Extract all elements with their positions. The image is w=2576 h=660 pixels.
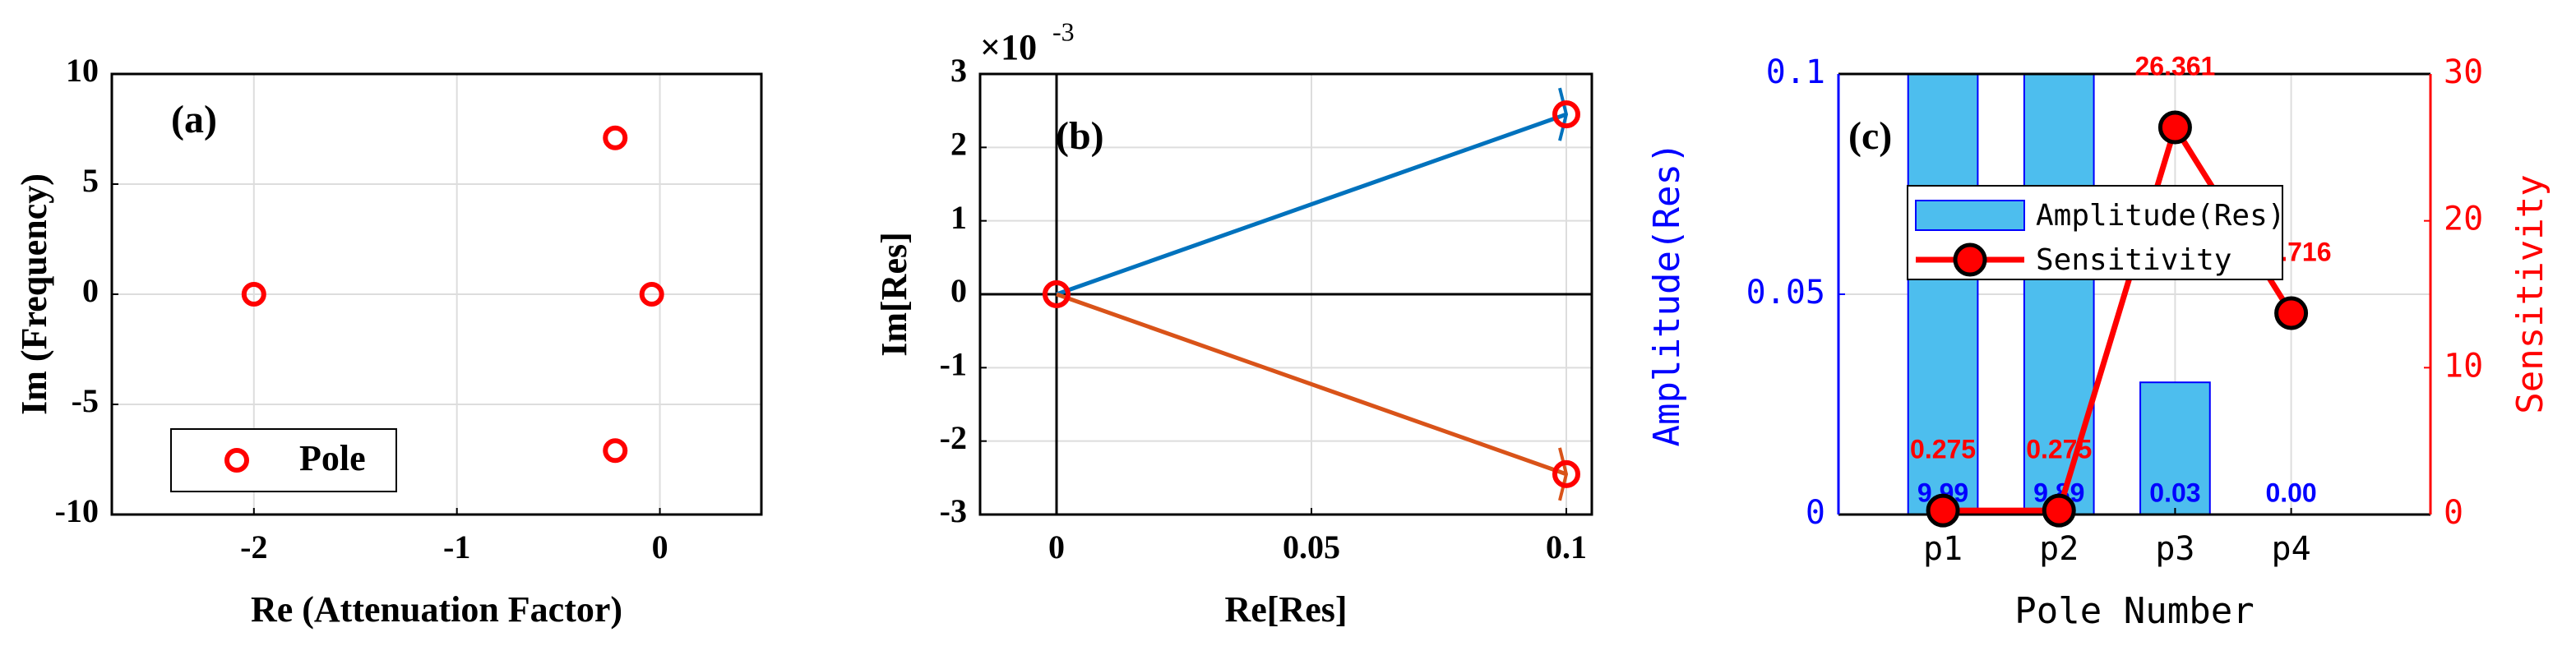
y-tick-label: 0 (950, 272, 967, 309)
y-tick-label: -1 (940, 346, 967, 383)
y-tick-label: 0.1 (1766, 53, 1825, 91)
x-axis-label: Re (Attenuation Factor) (251, 589, 622, 630)
y-tick-label: 20 (2444, 201, 2483, 238)
marker (2042, 493, 2076, 528)
marker (241, 282, 266, 307)
line-value-label: 26.361 (2134, 51, 2215, 81)
bar (1907, 74, 1979, 515)
y-tick-label: -10 (55, 492, 99, 529)
y-tick-label: 30 (2444, 53, 2483, 91)
legend-label: Pole (299, 438, 366, 478)
y-tick-label: 2 (950, 126, 967, 163)
axes-box (978, 72, 1593, 516)
marker (2157, 110, 2192, 145)
y-axis-label: Amplitude(Res) (1646, 142, 1688, 447)
x-tick-label: -2 (240, 528, 267, 565)
x-tick-label: -1 (443, 528, 470, 565)
panel-label: (c) (1848, 114, 1892, 158)
legend-marker (1953, 242, 1987, 277)
panel-label: (b) (1056, 114, 1104, 158)
y2-axis-label: Sensitivity (2509, 174, 2551, 413)
axes-box (110, 72, 763, 516)
y-tick-label: -3 (940, 492, 967, 529)
x-tick-label: 0.1 (1546, 528, 1587, 565)
y-scale-base: ×10 (980, 27, 1037, 67)
x-tick-label: p4 (2272, 530, 2311, 568)
x-tick-label: 0.05 (1283, 528, 1340, 565)
x-axis-label: Re[Res] (1224, 589, 1347, 630)
line-value-label: 0.275 (1910, 435, 1976, 464)
y-tick-label: 10 (2444, 347, 2483, 385)
y-tick-label: 0 (2444, 494, 2463, 532)
line-value-label: 0.275 (2026, 435, 2092, 464)
end-cap (1558, 87, 1569, 141)
y-scale-exponent: -3 (1052, 16, 1075, 46)
line (1056, 292, 1567, 477)
y-axis-label: Im[Res] (874, 232, 914, 357)
y-tick-label: 5 (82, 162, 99, 199)
line (1056, 112, 1567, 297)
legend-swatch (1915, 200, 2025, 231)
x-tick-label: p3 (2155, 530, 2194, 568)
marker (603, 125, 628, 150)
legend-marker (224, 448, 249, 473)
x-tick-label: 0 (1048, 528, 1065, 565)
legend-label: Sensitivity (2036, 243, 2231, 277)
legend-box (170, 428, 397, 492)
y-tick-label: 0 (82, 272, 99, 309)
marker (1552, 459, 1580, 488)
line (1943, 120, 2294, 514)
x-tick-label: p1 (1923, 530, 1963, 568)
y-axis-label: Im (Frequency) (14, 173, 54, 415)
y-tick-label: 10 (66, 52, 99, 89)
marker (1926, 493, 1960, 528)
marker (603, 438, 628, 464)
bar-value-label: 0.03 (2149, 478, 2200, 507)
bar (2139, 381, 2211, 515)
x-tick-label: p2 (2039, 530, 2079, 568)
y-tick-label: -2 (940, 419, 967, 456)
marker (1043, 280, 1071, 308)
marker (2274, 296, 2309, 330)
y-tick-label: 0 (1806, 494, 1825, 532)
y-tick-label: 0.05 (1746, 274, 1825, 312)
bar-value-label: 0.00 (2265, 478, 2316, 507)
y-tick-label: -5 (72, 382, 99, 419)
x-axis-label: Pole Number (2014, 590, 2254, 632)
y-tick-label: 1 (950, 199, 967, 236)
y-tick-label: 3 (950, 52, 967, 89)
marker (639, 282, 664, 307)
end-cap (1558, 447, 1569, 501)
marker (1552, 100, 1580, 129)
x-tick-label: 0 (652, 528, 668, 565)
panel-label: (a) (171, 98, 217, 141)
legend-label: Amplitude(Res) (2036, 199, 2285, 233)
